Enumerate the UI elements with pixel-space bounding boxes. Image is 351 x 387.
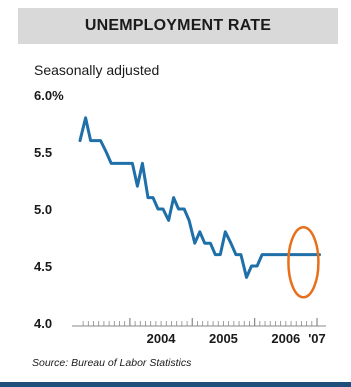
x-tick-label: '07 [308, 331, 326, 346]
unemployment-line [78, 116, 321, 279]
x-tick-label: 2004 [147, 331, 177, 346]
y-tick-label: 4.0 [34, 316, 52, 331]
x-tick-label: 2005 [209, 331, 238, 346]
highlight-circle [287, 226, 320, 299]
y-tick-label: 5.0 [34, 202, 52, 217]
y-tick-label: 4.5 [34, 259, 52, 274]
y-tick-label: 5.5 [34, 145, 52, 160]
chart-header: UNEMPLOYMENT RATE [18, 8, 338, 44]
source-note: Source: Bureau of Labor Statistics [32, 357, 192, 369]
bottom-rule [0, 382, 351, 387]
chart-subtitle: Seasonally adjusted [34, 62, 160, 78]
chart-title: UNEMPLOYMENT RATE [84, 17, 272, 34]
y-tick-label: 6.0% [34, 88, 64, 103]
x-tick-label: 2006 [271, 331, 300, 346]
